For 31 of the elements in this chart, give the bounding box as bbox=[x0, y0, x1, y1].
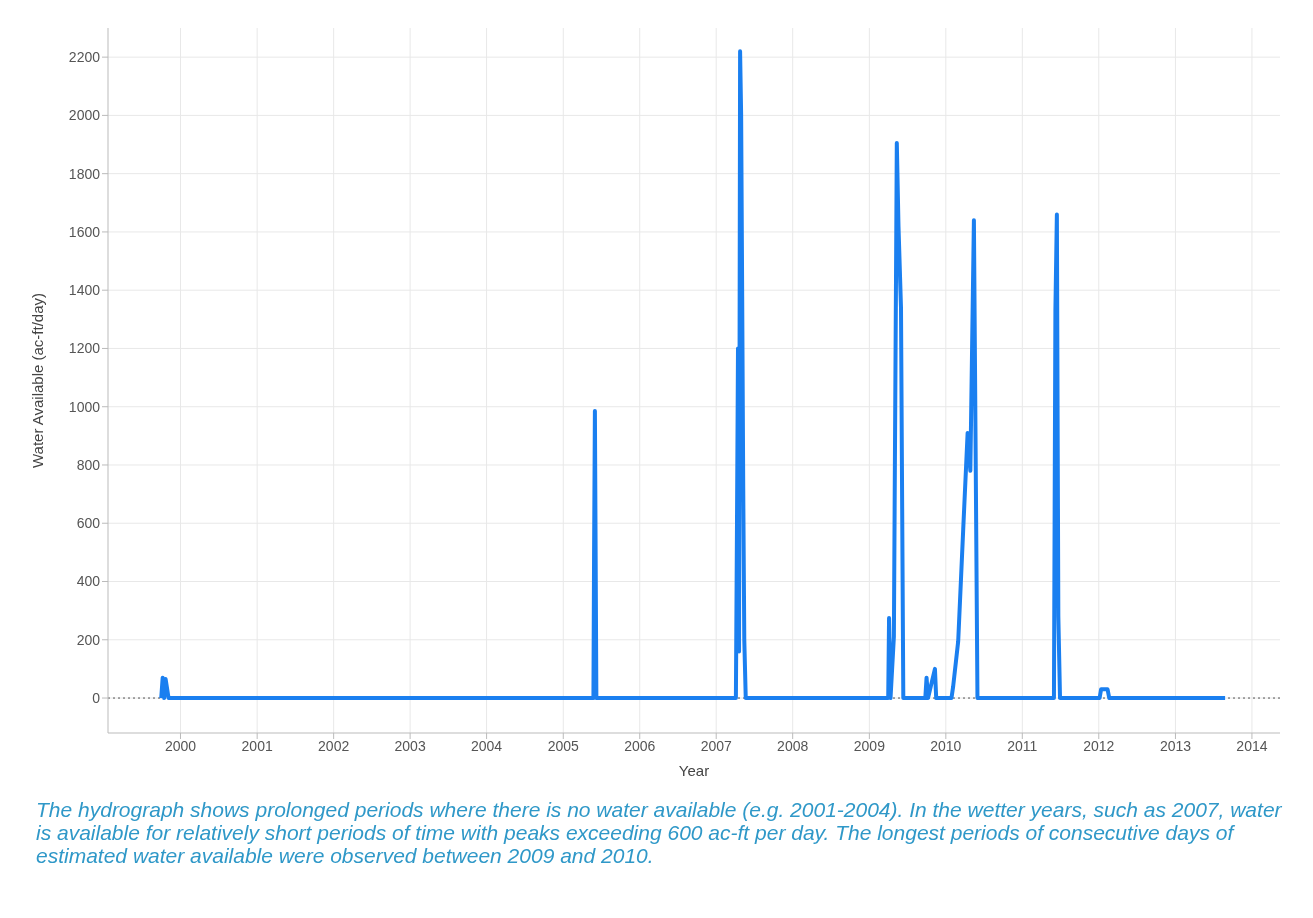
x-tick-label: 2009 bbox=[853, 737, 886, 754]
y-tick-label: 400 bbox=[76, 573, 101, 590]
x-tick-label: 2011 bbox=[1007, 737, 1038, 754]
y-tick-label: 2200 bbox=[68, 49, 101, 66]
x-tick-label: 2012 bbox=[1083, 737, 1115, 754]
x-tick-label: 2005 bbox=[547, 737, 580, 754]
x-tick-label: 2014 bbox=[1236, 737, 1268, 754]
x-tick-label: 2004 bbox=[471, 737, 503, 754]
y-tick-label: 200 bbox=[76, 631, 101, 648]
y-tick-label: 1200 bbox=[68, 340, 101, 357]
y-axis-title: Water Available (ac-ft/day) bbox=[29, 292, 47, 469]
x-axis-title: Year bbox=[678, 762, 710, 779]
y-tick-label: 0 bbox=[92, 690, 101, 707]
x-tick-label: 2006 bbox=[624, 737, 656, 754]
x-tick-label: 2007 bbox=[700, 737, 732, 754]
y-tick-label: 1400 bbox=[68, 282, 101, 299]
y-tick-label: 1600 bbox=[68, 223, 101, 240]
y-tick-label: 1000 bbox=[68, 398, 101, 415]
y-tick-label: 800 bbox=[76, 456, 101, 473]
text: The hydrograph shows prolonged periods where there is no water available (e.g. 2001-2004). In the wetter years, such as 2007, water is available for relatively short periods of time with peaks exceeding 600 ac-ft per day. The longest periods of consecutive days of estimated water available were observed between 2009 and 2010. bbox=[35, 798, 1283, 867]
x-tick-label: 2002 bbox=[318, 737, 350, 754]
x-tick-label: 2001 bbox=[241, 737, 273, 754]
x-tick-label: 2010 bbox=[930, 737, 962, 754]
x-tick-label: 2013 bbox=[1159, 737, 1192, 754]
x-tick-label: 2008 bbox=[777, 737, 809, 754]
y-tick-label: 600 bbox=[76, 515, 101, 532]
x-tick-label: 2003 bbox=[394, 737, 426, 754]
x-tick-label: 2000 bbox=[164, 737, 197, 754]
y-tick-label: 2000 bbox=[68, 107, 101, 124]
line-series bbox=[159, 49, 1228, 701]
y-tick-label: 1800 bbox=[68, 165, 101, 182]
